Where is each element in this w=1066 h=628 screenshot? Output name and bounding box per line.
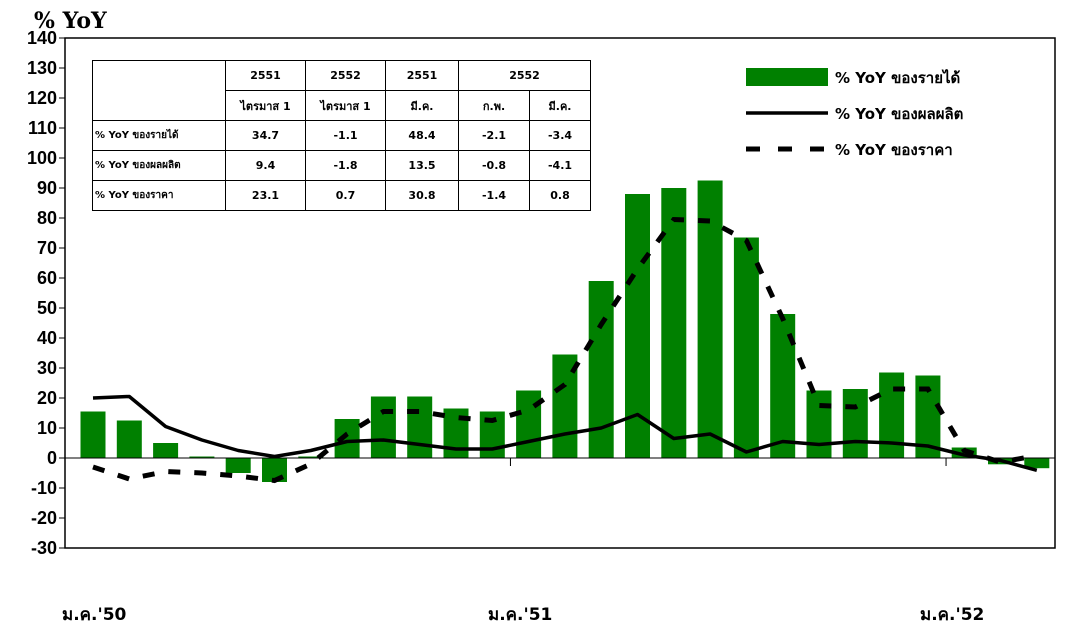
y-tick-label: 120 — [27, 88, 57, 108]
bar-revenue — [1024, 458, 1050, 469]
y-tick-label: 110 — [28, 118, 57, 138]
table-cell: 48.4 — [385, 120, 459, 151]
table-row: % YoY ของรายได้ 34.7 -1.1 48.4 -2.1 -3.4 — [92, 120, 591, 151]
bar-revenue — [588, 281, 614, 458]
table-header-year: 2551 — [225, 60, 306, 91]
y-tick-label: 50 — [37, 298, 57, 318]
table-header-period: มี.ค. — [385, 90, 459, 121]
table-header-year: 2552 — [305, 60, 386, 91]
table-cell: 0.7 — [305, 180, 386, 211]
table-cell: 0.8 — [529, 180, 591, 211]
bar-revenue — [842, 389, 868, 458]
table-header-year: 2552 — [458, 60, 591, 91]
bar-revenue — [116, 420, 142, 458]
y-tick-label: 70 — [37, 238, 57, 258]
series-line-price — [92, 216, 1038, 484]
legend-label-production: % YoY ของผลผลิต — [835, 105, 963, 123]
table-row-label: % YoY ของผลผลิต — [92, 150, 226, 181]
legend-label-revenue: % YoY ของรายได้ — [835, 68, 960, 87]
bar-revenue — [80, 411, 106, 458]
table-corner-cell — [92, 60, 226, 121]
legend-swatch-revenue — [746, 68, 828, 86]
table-cell: -1.4 — [458, 180, 530, 211]
table-row: % YoY ของราคา 23.1 0.7 30.8 -1.4 0.8 — [92, 180, 591, 211]
bar-revenue — [661, 188, 687, 458]
table-cell: -2.1 — [458, 120, 530, 151]
table-cell: 23.1 — [225, 180, 306, 211]
y-tick-label: 20 — [37, 388, 57, 408]
table-cell: -1.1 — [305, 120, 386, 151]
chart-title: % YoY — [34, 8, 107, 34]
series-line-production — [92, 394, 1038, 472]
table-header-period: ก.พ. — [458, 90, 530, 121]
legend-label-price: % YoY ของราคา — [835, 141, 953, 159]
bar-revenue — [697, 180, 723, 458]
table-cell: 9.4 — [225, 150, 306, 181]
table-header-period: มี.ค. — [529, 90, 591, 121]
bar-revenue — [189, 456, 215, 458]
y-tick-label: -20 — [31, 508, 57, 528]
bar-revenue — [806, 390, 832, 458]
table-header-row-periods: ไตรมาส 1 ไตรมาส 1 มี.ค. ก.พ. มี.ค. — [93, 90, 591, 121]
bar-revenue — [298, 456, 324, 458]
bar-revenue — [370, 396, 396, 458]
summary-table: 2551 2552 2551 2552 ไตรมาส 1 ไตรมาส 1 มี… — [92, 60, 591, 211]
y-tick-label: 130 — [27, 58, 57, 78]
legend: % YoY ของรายได้ % YoY ของผลผลิต % YoY ขอ… — [746, 68, 963, 159]
table-header-year: 2551 — [385, 60, 459, 91]
table-cell: 34.7 — [225, 120, 306, 151]
bar-revenue — [153, 443, 179, 458]
y-tick-label: 0 — [47, 448, 57, 468]
y-tick-label: -10 — [31, 478, 57, 498]
y-tick-label: -30 — [31, 538, 57, 558]
table-cell: 13.5 — [385, 150, 459, 181]
y-tick-label: 40 — [37, 328, 57, 348]
table-header-row-years: 2551 2552 2551 2552 — [92, 60, 591, 121]
table-header-period: ไตรมาส 1 — [305, 90, 386, 121]
x-label-jan51: ม.ค.'51 — [488, 605, 552, 625]
plot-area — [64, 37, 1056, 549]
bar-revenue — [407, 396, 433, 458]
y-tick-label: 140 — [27, 28, 57, 48]
x-label-jan52: ม.ค.'52 — [920, 605, 984, 625]
y-tick-label: 90 — [37, 178, 57, 198]
y-tick-label: 10 — [37, 418, 57, 438]
table-cell: -3.4 — [529, 120, 591, 151]
x-label-jan50: ม.ค.'50 — [62, 605, 127, 625]
bar-revenue — [516, 390, 542, 458]
table-header-period: ไตรมาส 1 — [225, 90, 306, 121]
table-cell: -4.1 — [529, 150, 591, 181]
y-tick-label: 30 — [37, 358, 57, 378]
y-tick-label: 100 — [27, 148, 57, 168]
table-cell: 30.8 — [385, 180, 459, 211]
table-row-label: % YoY ของราคา — [92, 180, 226, 211]
table-cell: -0.8 — [458, 150, 530, 181]
y-tick-label: 60 — [37, 268, 57, 288]
table-row: % YoY ของผลผลิต 9.4 -1.8 13.5 -0.8 -4.1 — [92, 150, 591, 181]
table-row-label: % YoY ของรายได้ — [92, 120, 226, 151]
y-tick-label: 80 — [37, 208, 57, 228]
bar-revenue — [225, 458, 251, 473]
bar-revenue — [733, 237, 759, 458]
table-cell: -1.8 — [305, 150, 386, 181]
